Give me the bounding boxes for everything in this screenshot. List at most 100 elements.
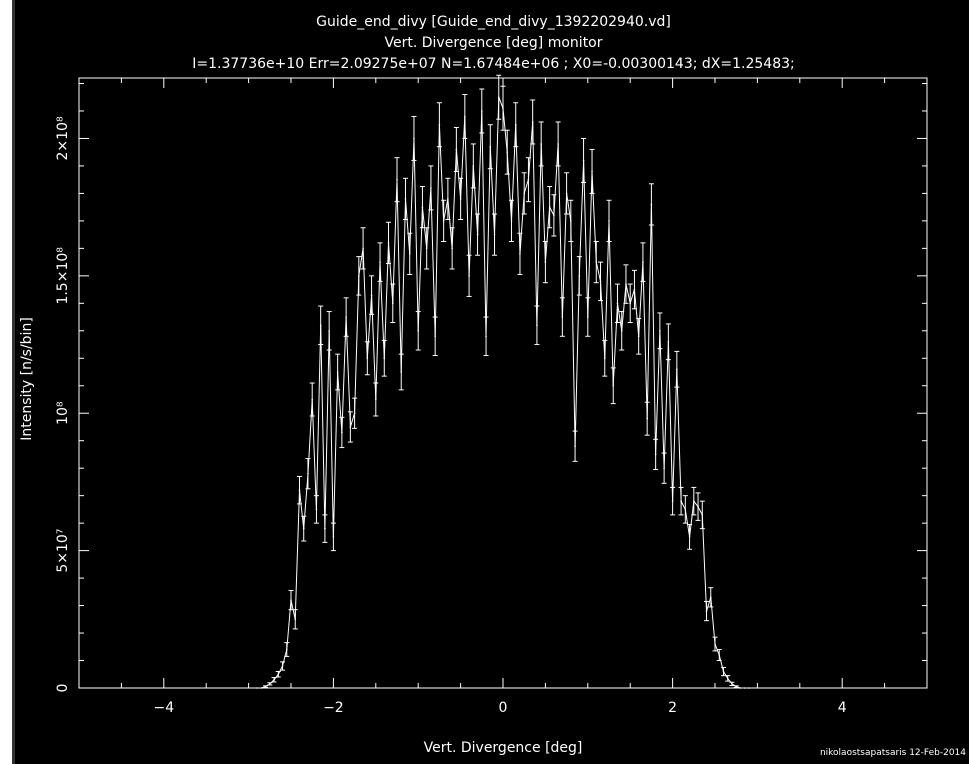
data-point (345, 316, 347, 318)
chart-plot-area: −4 −2 0 2 4 0 5×10⁷ 10⁸ 1.5×10⁸ 2×10⁸ Vert. Diverg… (55, 74, 928, 756)
chart-stats-line: I=1.37736e+10 Err=2.09275e+07 N=1.67484e… (192, 56, 795, 72)
data-point (379, 261, 381, 263)
data-point (688, 536, 691, 538)
y-tick-label: 5×10⁷ (55, 529, 71, 573)
data-point (659, 329, 661, 332)
x-axis-label: Vert. Divergence [deg] (424, 740, 583, 756)
data-point (667, 340, 670, 343)
x-tick-label: −4 (153, 700, 174, 716)
credit-stamp: nikolaostsapatsaris 12-Feb-2014 (819, 748, 966, 758)
data-point (362, 247, 364, 250)
plot-frame (78, 77, 928, 689)
data-point (578, 275, 581, 277)
data-point (650, 203, 653, 206)
data-point (680, 500, 682, 502)
data-point (548, 206, 551, 208)
data-point (544, 261, 547, 263)
y-axis-label: Intensity [n/s/bin] (19, 317, 35, 441)
data-point (375, 398, 377, 401)
x-tick-label: −2 (323, 700, 344, 716)
data-point (625, 283, 627, 285)
data-point (430, 187, 432, 189)
data-point (396, 178, 398, 181)
data-point (743, 687, 746, 689)
y-tick-label: 2×10⁸ (55, 116, 71, 160)
data-point (447, 198, 449, 200)
data-point (438, 123, 441, 126)
data-point (709, 596, 712, 599)
data-point (718, 654, 721, 656)
data-point (599, 280, 602, 283)
data-point (536, 324, 538, 327)
data-point (591, 170, 593, 173)
data-point (366, 357, 369, 360)
data-point (663, 467, 665, 469)
data-point (722, 670, 725, 673)
data-point (701, 514, 704, 516)
data-point (612, 384, 615, 387)
data-point (561, 316, 564, 318)
data-point (502, 107, 504, 110)
data-point (739, 687, 742, 689)
x-tick-label: 4 (838, 700, 847, 716)
data-point (324, 527, 326, 530)
data-point (489, 145, 492, 148)
data-point (485, 335, 487, 338)
data-point (281, 665, 284, 667)
data-point (400, 371, 403, 373)
data-point (714, 643, 716, 645)
data-point (748, 687, 750, 689)
data-point (464, 115, 466, 118)
data-point (497, 96, 500, 99)
data-point (510, 220, 513, 222)
data-point (311, 398, 314, 401)
x-tick-label: 0 (499, 700, 508, 716)
data-point (481, 110, 483, 112)
data-point (413, 137, 415, 140)
data-point (341, 431, 343, 434)
plot-window: Guide_end_divy [Guide_end_divy_139220294… (12, 0, 969, 764)
data-point (676, 368, 678, 371)
data-point (629, 302, 631, 305)
x-tick-label: 2 (668, 700, 677, 716)
data-point (425, 247, 428, 250)
data-point (476, 233, 479, 236)
data-point (298, 489, 301, 491)
data-point (531, 121, 534, 123)
data-point (553, 214, 555, 217)
data-point (358, 275, 360, 277)
data-point (472, 165, 475, 167)
data-point (697, 505, 699, 508)
y-tick-label: 0 (55, 684, 71, 693)
data-point (671, 500, 674, 502)
data-point (565, 192, 568, 195)
data-point (523, 192, 525, 195)
data-point (603, 357, 606, 360)
data-point (527, 178, 530, 181)
data-point (383, 357, 386, 360)
data-point (302, 527, 305, 530)
data-point (595, 261, 598, 263)
data-point (451, 247, 453, 250)
data-point (574, 445, 576, 447)
data-point (646, 417, 648, 420)
data-point (307, 472, 309, 475)
data-point (315, 508, 318, 511)
data-point (264, 685, 267, 688)
data-point (493, 233, 496, 236)
data-point (421, 206, 424, 208)
data-point (519, 253, 521, 255)
chart-subtitle: Vert. Divergence [deg] monitor (384, 35, 603, 51)
data-point (642, 261, 644, 263)
data-point (370, 294, 373, 296)
data-point (557, 143, 559, 145)
data-point (637, 335, 640, 338)
data-point (391, 302, 394, 305)
data-point (273, 678, 275, 681)
data-point (404, 198, 407, 200)
data-point (735, 685, 737, 688)
data-point (442, 220, 445, 222)
data-point (616, 302, 619, 305)
data-point (417, 329, 420, 332)
data-point (294, 618, 297, 621)
